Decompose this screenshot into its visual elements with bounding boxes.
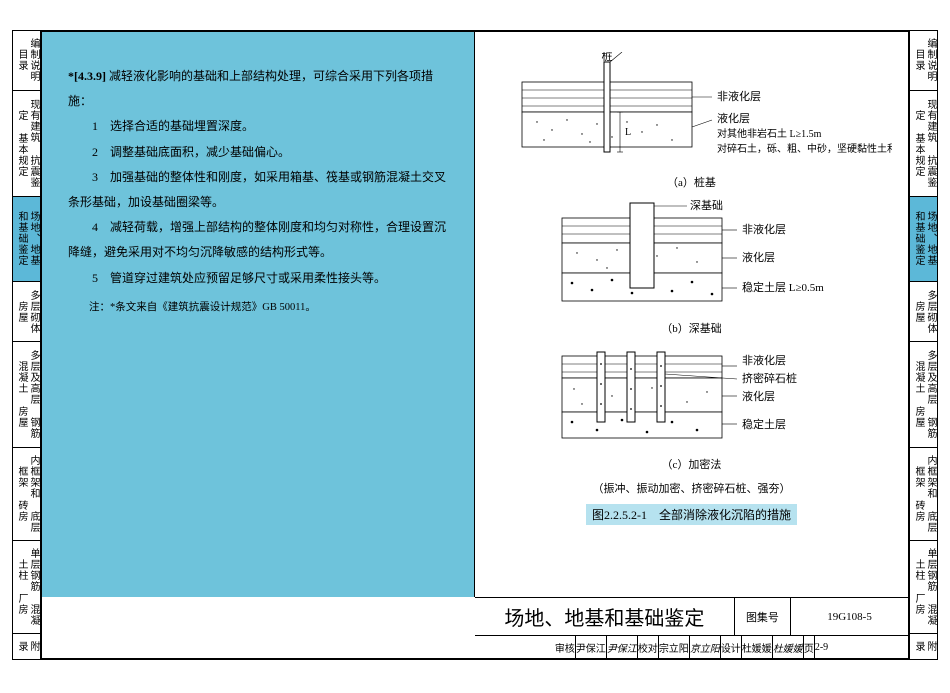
page-value: 2-9 xyxy=(815,636,828,658)
figure-b-caption: （b）深基础 xyxy=(489,320,894,336)
figure-c-svg: 非液化层 挤密碎石桩 液化层 稳定土层 xyxy=(512,344,872,454)
page: 编制说明 目录 现有建筑 抗震鉴定 基本规定 场地、地基 和基础鉴定 多层砌体 … xyxy=(12,30,938,660)
clause-note: 注：*条文来自《建筑抗震设计规范》GB 50011。 xyxy=(68,297,448,319)
clause-item: 4 减轻荷载，增强上部结构的整体刚度和均匀对称性，合理设置沉降缝，避免采用对不均… xyxy=(68,215,448,265)
approval-label: 校对 xyxy=(638,636,659,658)
svg-text:稳定土层: 稳定土层 xyxy=(742,417,786,431)
figure-c: 非液化层 挤密碎石桩 液化层 稳定土层 （c）加密法 xyxy=(489,344,894,472)
clause-item: 2 调整基础底面积，减少基础偏心。 xyxy=(68,140,448,165)
svg-text:液化层: 液化层 xyxy=(717,111,750,125)
figure-title: 图2.2.5.2-1 全部消除液化沉陷的措施 xyxy=(586,504,797,525)
svg-text:稳定土层 L≥0.5m: 稳定土层 L≥0.5m xyxy=(742,280,824,294)
clause-item: 5 管道穿过建筑处应预留足够尺寸或采用柔性接头等。 xyxy=(68,266,448,291)
tab-item[interactable]: 多层及高层 钢筋混凝土 房屋 xyxy=(12,341,40,447)
title-block: 场地、地基和基础鉴定 图集号 19G108-5 审核 尹保江 尹保江 校对 宗立… xyxy=(475,597,908,658)
svg-text:非液化层: 非液化层 xyxy=(742,353,786,367)
left-text-page: *[4.3.9] 减轻液化影响的基础和上部结构处理，可综合采用下列各项措施： 1… xyxy=(42,32,475,597)
svg-text:液化层: 液化层 xyxy=(742,250,775,264)
tab-item[interactable]: 编制说明 目录 xyxy=(910,30,938,90)
tab-item[interactable]: 单层钢筋 混凝土柱 厂房 xyxy=(12,540,40,633)
figure-subcaption: （振冲、振动加密、挤密碎石桩、强夯） xyxy=(489,480,894,496)
approval-row: 审核 尹保江 尹保江 校对 宗立阳 京立阳 设计 杜媛媛 杜媛媛 页 2-9 xyxy=(475,636,908,658)
approval-sig: 京立阳 xyxy=(690,636,721,658)
clause-intro-text: 减轻液化影响的基础和上部结构处理，可综合采用下列各项措施： xyxy=(68,69,433,108)
right-figure-page: L 桩 非液化层 液化层 对其他非岩石土 L≥1.5m 对碎石土，砾、粗、中砂，… xyxy=(475,32,908,597)
clause-item: 3 加强基础的整体性和刚度，如采用箱基、筏基或钢筋混凝土交叉条形基础，加设基础圈… xyxy=(68,165,448,215)
tab-item[interactable]: 场地、地基 和基础鉴定 xyxy=(910,196,938,282)
figure-a-caption: （a）桩基 xyxy=(489,174,894,190)
figure-c-caption: （c）加密法 xyxy=(489,456,894,472)
tab-item[interactable]: 多层及高层 钢筋混凝土 房屋 xyxy=(910,341,938,447)
svg-text:液化层: 液化层 xyxy=(742,389,775,403)
svg-text:深基础: 深基础 xyxy=(690,199,723,212)
figure-a-svg: L 桩 非液化层 液化层 对其他非岩石土 L≥1.5m 对碎石土，砾、粗、中砂，… xyxy=(492,52,892,172)
figure-b: 深基础 非液化层 液化层 稳定土层 L≥0.5m （b）深基础 xyxy=(489,198,894,336)
approval-label: 审核 xyxy=(555,636,576,658)
page-label: 页 xyxy=(804,636,815,658)
content-area: *[4.3.9] 减轻液化影响的基础和上部结构处理，可综合采用下列各项措施： 1… xyxy=(42,32,908,597)
tab-item[interactable]: 编制说明 目录 xyxy=(12,30,40,90)
approval-name: 杜媛媛 xyxy=(742,636,773,658)
figure-b-svg: 深基础 非液化层 液化层 稳定土层 L≥0.5m xyxy=(512,198,872,318)
tab-item[interactable]: 内框架和 底层框架 砖房 xyxy=(12,447,40,540)
clause-item: 1 选择合适的基础埋置深度。 xyxy=(68,114,448,139)
tab-item[interactable]: 内框架和 底层框架 砖房 xyxy=(910,447,938,540)
tab-item[interactable]: 多层砌体 房屋 xyxy=(12,281,40,341)
drawing-frame: *[4.3.9] 减轻液化影响的基础和上部结构处理，可综合采用下列各项措施： 1… xyxy=(40,30,910,660)
svg-text:对其他非岩石土 L≥1.5m: 对其他非岩石土 L≥1.5m xyxy=(717,127,822,140)
svg-text:挤密碎石桩: 挤密碎石桩 xyxy=(742,371,797,385)
right-tab-column: 编制说明 目录 现有建筑 抗震鉴定 基本规定 场地、地基 和基础鉴定 多层砌体 … xyxy=(910,30,938,660)
tab-item[interactable]: 多层砌体 房屋 xyxy=(910,281,938,341)
tab-item[interactable]: 场地、地基 和基础鉴定 xyxy=(12,196,40,282)
tab-item[interactable]: 现有建筑 抗震鉴定 基本规定 xyxy=(12,90,40,196)
set-value: 19G108-5 xyxy=(791,598,908,636)
tab-item[interactable]: 单层钢筋 混凝土柱 厂房 xyxy=(910,540,938,633)
approval-sig: 杜媛媛 xyxy=(773,636,804,658)
tab-item[interactable]: 附录 xyxy=(910,633,938,660)
svg-text:对碎石土，砾、粗、中砂，坚硬黏性土和密实粉土 L≥0.8m: 对碎石土，砾、粗、中砂，坚硬黏性土和密实粉土 L≥0.8m xyxy=(717,142,892,155)
tab-item[interactable]: 现有建筑 抗震鉴定 基本规定 xyxy=(910,90,938,196)
approval-name: 宗立阳 xyxy=(659,636,690,658)
svg-text:非液化层: 非液化层 xyxy=(717,89,761,103)
approval-name: 尹保江 xyxy=(576,636,607,658)
svg-text:非液化层: 非液化层 xyxy=(742,222,786,236)
clause-ref: *[4.3.9] xyxy=(68,69,106,83)
approval-label: 设计 xyxy=(721,636,742,658)
tab-item[interactable]: 附录 xyxy=(12,633,40,660)
set-label: 图集号 xyxy=(735,598,791,636)
figure-a: L 桩 非液化层 液化层 对其他非岩石土 L≥1.5m 对碎石土，砾、粗、中砂，… xyxy=(489,52,894,190)
drawing-title: 场地、地基和基础鉴定 xyxy=(475,598,735,636)
approval-sig: 尹保江 xyxy=(607,636,638,658)
svg-text:L: L xyxy=(625,127,631,138)
left-tab-column: 编制说明 目录 现有建筑 抗震鉴定 基本规定 场地、地基 和基础鉴定 多层砌体 … xyxy=(12,30,40,660)
clause-intro: *[4.3.9] 减轻液化影响的基础和上部结构处理，可综合采用下列各项措施： xyxy=(68,64,448,114)
